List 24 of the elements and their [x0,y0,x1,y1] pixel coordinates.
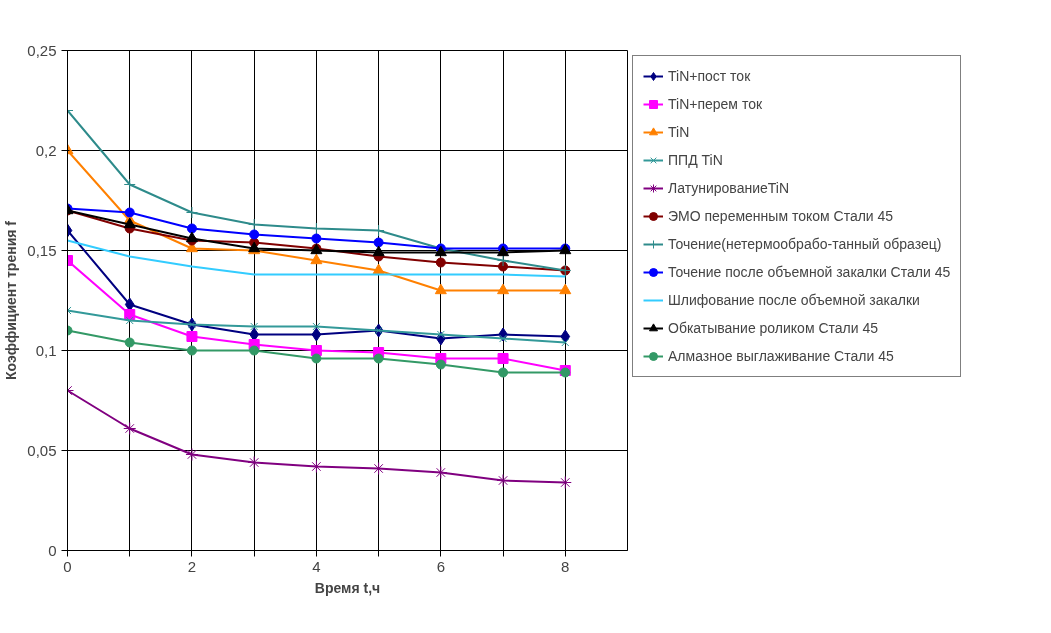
x-tick-label: 6 [436,557,446,575]
legend-label: TiN+перем ток [668,95,763,114]
x-tick-label: 8 [561,557,570,575]
legend-label: Шлифование после объемной закалки [668,291,920,310]
y-axis-title: Коэффициент трения f [3,220,20,380]
legend-label: TiN+пост ток [668,67,751,86]
legend-label: Точение(нетермообрабо-танный образец) [668,235,942,254]
x-tick-label: 2 [187,557,197,575]
legend-label: Обкатывание роликом Стали 45 [668,319,879,338]
x-tick-label: 4 [312,557,321,575]
y-tick-label: 0,15 [27,241,57,259]
y-tick-label: 0 [48,541,57,559]
x-tick-label: 0 [63,557,72,575]
legend-label: ЭМО переменным током Стали 45 [668,207,894,226]
y-tick-label: 0,05 [27,441,57,459]
legend-label: TiN [668,123,690,142]
legend-label: Алмазное выглаживание Стали 45 [668,347,894,366]
x-axis-title: Время t,ч [314,579,381,596]
legend-label: ППД TiN [668,151,723,170]
legend-label: Точение после объемной закалки Стали 45 [668,263,951,282]
legend-label: ЛатунированиеTiN [668,179,790,198]
y-tick-label: 0,1 [35,341,57,359]
y-tick-label: 0,25 [27,41,57,59]
y-tick-label: 0,2 [35,141,57,159]
